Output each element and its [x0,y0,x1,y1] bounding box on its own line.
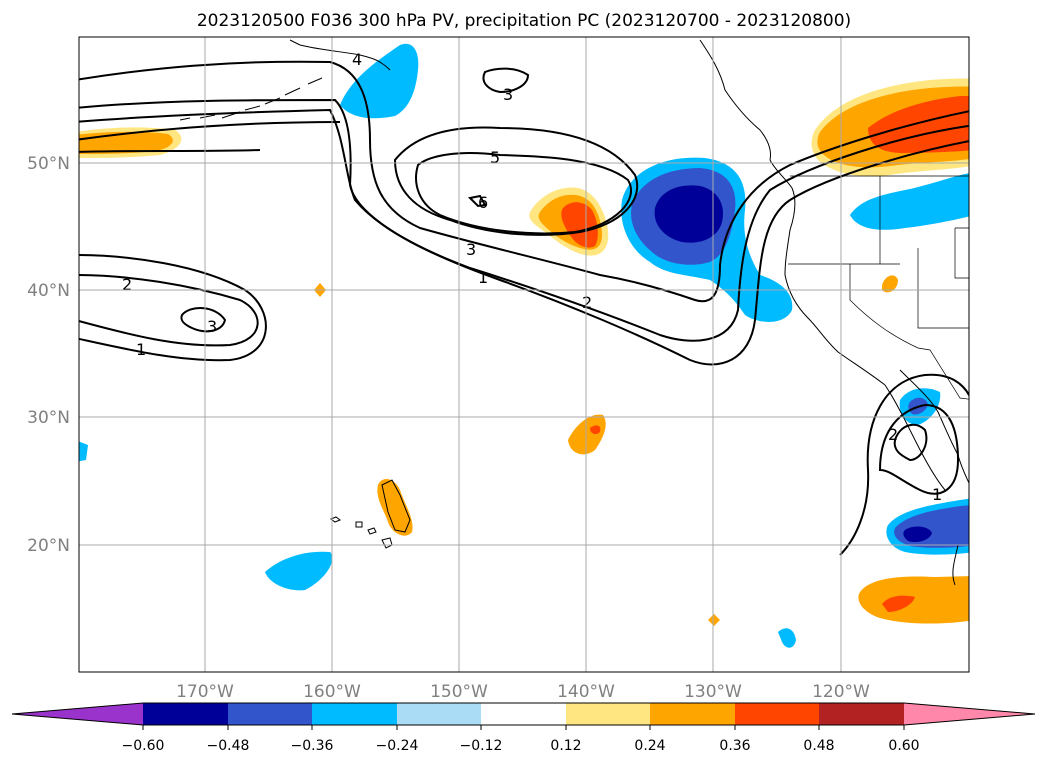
lon-label: 160°W [303,682,361,702]
colorbar-segment [819,703,904,725]
colorbar-segment [312,703,397,725]
contour-label: 6 [478,193,488,212]
gridlines [79,37,969,672]
colorbar-tick-label: −0.24 [376,738,419,754]
mexico-coast [952,544,959,586]
precip-pos-pnw-core [868,96,969,153]
contour-label: 5 [490,148,500,167]
contour-3-island [482,67,530,94]
lon-labels: 170°W 160°W 150°W 140°W 130°W 120°W [176,682,870,702]
precip-neg-sw-hawaii [265,551,333,591]
contour-3 [79,108,969,366]
precip-pos-mexico-core [882,595,915,612]
lat-label: 40°N [27,281,70,301]
colorbar-tick-label: −0.36 [291,738,334,754]
colorbar-segment [566,703,650,725]
precip-neg-ne-pacific-core [654,185,724,243]
precip-neg-14n [778,628,796,648]
colorbar-tick-label: 0.36 [719,738,750,754]
figure-title: 2023120500 F036 300 hPa PV, precipitatio… [197,11,851,31]
colorbar-segment [397,703,481,725]
state-borders [788,176,969,349]
colorbar-tick-label: −0.48 [207,738,250,754]
map-frame [78,36,970,673]
lon-label: 170°W [176,682,234,702]
colorbar-min-extend [12,703,143,725]
lon-label: 120°W [812,682,870,702]
colorbar-segment [735,703,819,725]
contour-label: 1 [478,268,488,287]
contour-mexico-3 [893,423,928,462]
colorbar-segment [143,703,228,725]
lat-label: 20°N [27,536,70,556]
contour-label: 3 [503,85,513,104]
colorbar-segment [228,703,312,725]
lon-label: 140°W [557,682,615,702]
contour-label: 3 [466,240,476,259]
contour-labels: 4 3 5 6 3 1 2 2 3 1 2 1 [122,50,942,504]
contour-sw-1 [79,254,267,362]
mexico-border [917,347,969,400]
precip-pos-mexico [858,576,969,624]
contour-sw-2 [79,274,259,347]
contour-inner-5 [393,126,639,236]
baja-coast [884,369,969,491]
contour-6 [467,194,487,208]
precip-neg-mexico-core [903,526,932,543]
contour-label: 4 [352,50,362,69]
contour-sw-3 [180,307,227,333]
contour-outer [79,60,969,303]
lat-label: 30°N [27,408,70,428]
colorbar-tick-label: −0.12 [460,738,503,754]
colorbar-tick-label: −0.60 [122,738,165,754]
contour-label: 1 [932,485,942,504]
colorbar-segment [481,703,566,725]
contour-mexico-2 [878,403,960,495]
colorbar-segment [650,703,735,725]
precip-pos-28n-core [590,425,601,435]
coastlines [179,39,969,586]
precip-pos-140w-core [561,202,598,248]
colorbar: −0.60 −0.48 −0.36 −0.24 −0.12 0.12 0.24 … [11,702,1036,754]
lon-label: 130°W [684,682,742,702]
colorbar-tick-label: 0.24 [634,738,665,754]
precip-neg-gulf-alaska [340,43,419,119]
lon-label: 150°W [430,682,488,702]
lat-labels: 50°N 40°N 30°N 20°N [27,154,70,556]
precip-pos-dot-117w [882,275,898,293]
contour-label: 2 [888,425,898,444]
contour-label: 1 [136,340,146,359]
colorbar-tick-labels: −0.60 −0.48 −0.36 −0.24 −0.12 0.12 0.24 … [122,738,920,754]
colorbar-ticks [142,725,905,730]
alaska-coast [289,39,771,161]
contour-label: 2 [582,293,592,312]
contour-5 [79,149,261,153]
colorbar-tick-label: 0.12 [550,738,581,754]
precip-pos-dot-13n [708,614,720,626]
precip-shading [79,43,969,648]
precip-pos-hawaii [377,478,413,536]
colorbar-max-extend [904,703,1035,725]
contour-label: 2 [122,275,132,294]
precip-pos-28n [568,414,606,455]
pv-contours [79,60,969,556]
lat-label: 50°N [27,154,70,174]
west-coast-north [769,159,886,386]
colorbar-tick-label: 0.60 [888,738,919,754]
contour-label: 3 [207,317,217,336]
contour-inner-5b [415,152,632,235]
contour-mexico-1 [839,373,969,556]
colorbar-tick-label: 0.48 [803,738,834,754]
contour-4 [79,121,341,141]
precip-neg-far-left [79,441,88,462]
